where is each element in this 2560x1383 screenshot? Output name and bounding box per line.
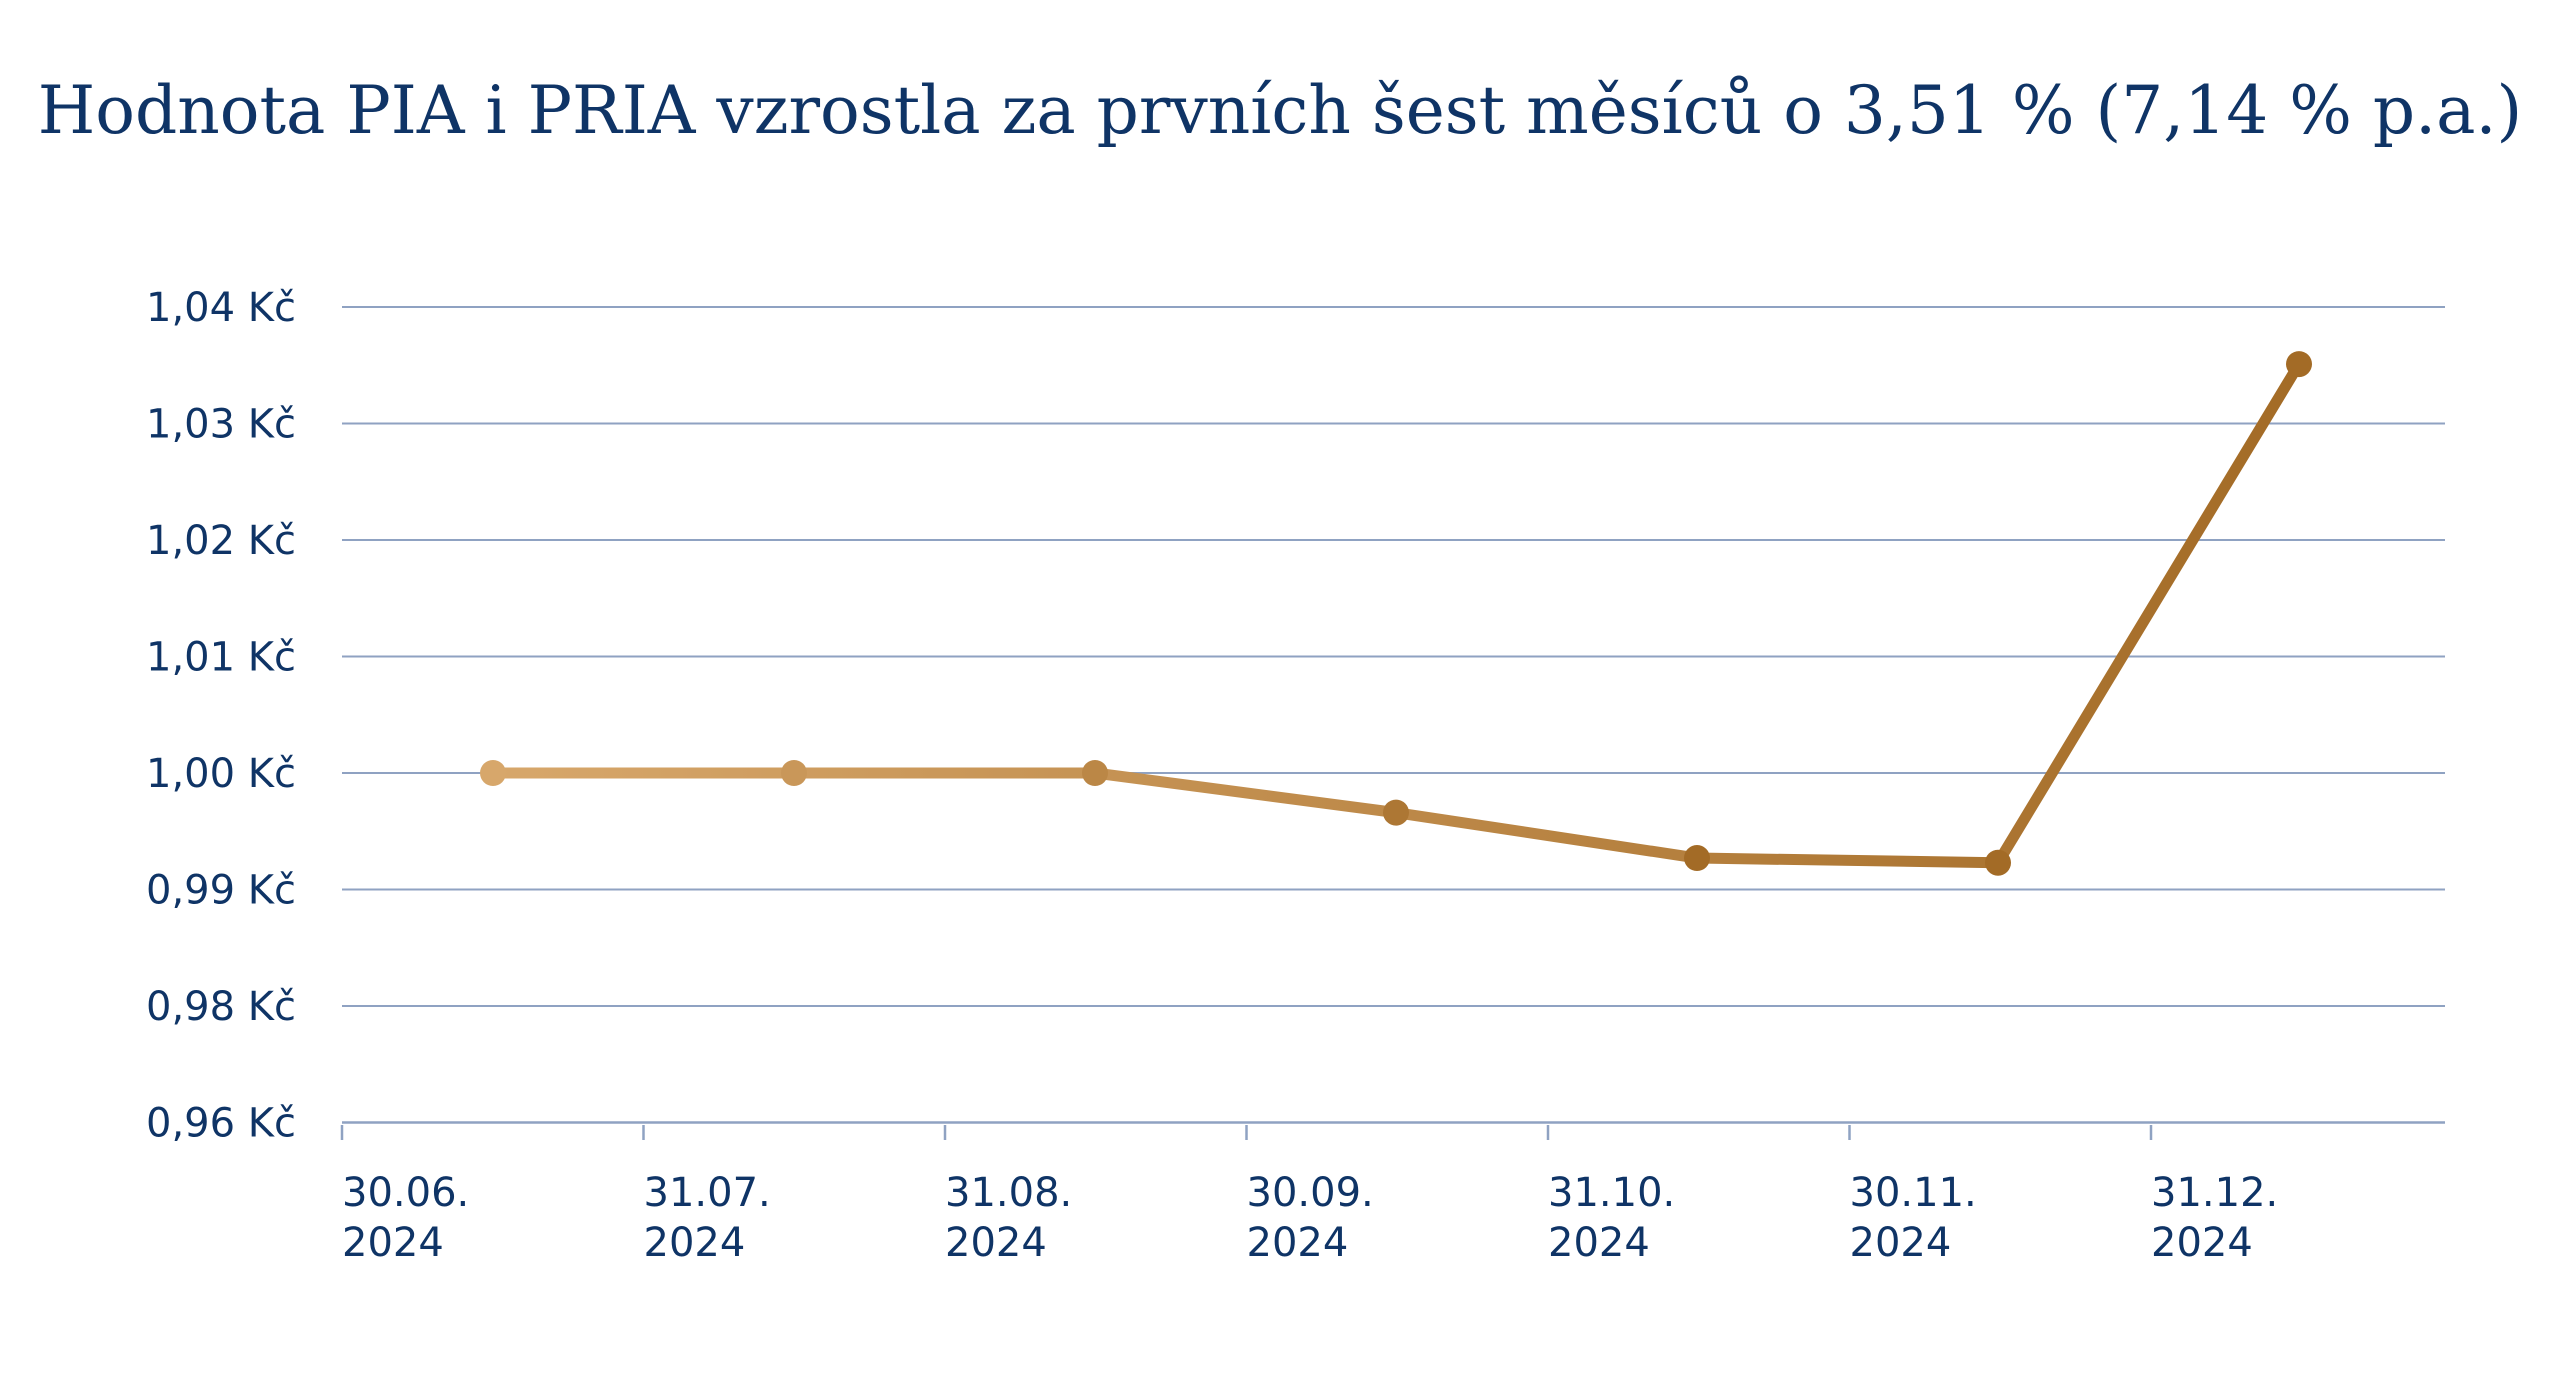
- x-tick-label-date: 30.11.: [1850, 1170, 1977, 1216]
- x-tick-label: 31.10. 2024: [1548, 1170, 1675, 1266]
- y-tick-label: 0,98 Kč: [146, 984, 296, 1030]
- y-tick-label: 1,01 Kč: [146, 635, 296, 681]
- x-tick-label: 31.08. 2024: [945, 1170, 1072, 1266]
- x-tick-label-year: 2024: [2151, 1220, 2253, 1266]
- x-tick-label-date: 31.07.: [644, 1170, 771, 1216]
- y-tick-label: 1,00 Kč: [146, 751, 296, 797]
- x-tick-label-year: 2024: [945, 1220, 1047, 1266]
- y-tick-label: 1,04 Kč: [146, 285, 296, 331]
- series-path: [487, 358, 2305, 869]
- x-tick-label-year: 2024: [1850, 1220, 1952, 1266]
- x-tick-label: 30.11. 2024: [1850, 1170, 1977, 1266]
- x-tick-label-date: 30.06.: [342, 1170, 469, 1216]
- x-tick-label-year: 2024: [1247, 1220, 1349, 1266]
- y-tick-label: 0,99 Kč: [146, 868, 296, 914]
- x-tick-label: 31.07. 2024: [644, 1170, 771, 1266]
- data-point: [480, 760, 506, 786]
- x-tick-label: 30.06. 2024: [342, 1170, 469, 1266]
- data-point: [1985, 849, 2011, 876]
- x-tick-label-date: 30.09.: [1247, 1170, 1374, 1216]
- data-point: [1383, 799, 1409, 826]
- data-point: [1082, 760, 1108, 786]
- data-point: [781, 760, 807, 786]
- x-tick-label-date: 31.12.: [2151, 1170, 2278, 1216]
- data-points: [480, 351, 2312, 876]
- x-tick-label-date: 31.08.: [945, 1170, 1072, 1216]
- x-tick-label: 30.09. 2024: [1247, 1170, 1374, 1266]
- grid-lines: [342, 306, 2445, 1124]
- y-tick-label: 1,02 Kč: [146, 518, 296, 564]
- data-point: [1684, 845, 1710, 872]
- x-tick-label: 31.12. 2024: [2151, 1170, 2278, 1266]
- x-tick-label-year: 2024: [644, 1220, 746, 1266]
- x-tick-label-date: 31.10.: [1548, 1170, 1675, 1216]
- chart-title: Hodnota PIA i PRIA vzrostla za prvních š…: [37, 72, 2523, 149]
- x-tick-label-year: 2024: [342, 1220, 444, 1266]
- series-line: [487, 358, 2305, 869]
- y-tick-label: 1,03 Kč: [146, 402, 296, 448]
- y-tick-label: 0,96 Kč: [146, 1101, 296, 1147]
- y-axis-labels: 1,04 Kč 1,03 Kč 1,02 Kč 1,01 Kč 1,00 Kč 0,99 …: [146, 285, 296, 1147]
- data-point: [2286, 351, 2312, 378]
- x-tick-label-year: 2024: [1548, 1220, 1650, 1266]
